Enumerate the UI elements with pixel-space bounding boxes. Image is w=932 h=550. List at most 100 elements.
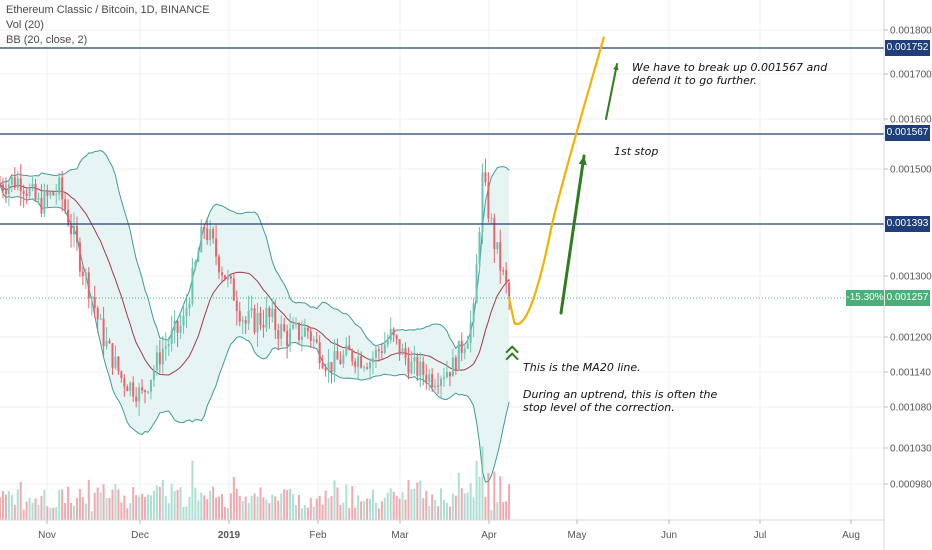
candle-body bbox=[268, 307, 271, 317]
volume-bar bbox=[126, 508, 129, 520]
candle-body bbox=[345, 345, 348, 355]
volume-bar bbox=[490, 509, 493, 520]
candle-body bbox=[303, 327, 306, 337]
annotation-ma20[interactable]: This is the MA20 line. bbox=[523, 361, 641, 374]
volume-bar bbox=[431, 494, 434, 520]
volume-bar bbox=[161, 480, 164, 520]
volume-bar bbox=[475, 460, 478, 520]
legend-symbol[interactable]: Ethereum Classic / Bitcoin, 1D, BINANCE bbox=[6, 4, 210, 16]
volume-bar bbox=[238, 496, 241, 520]
volume-bar bbox=[22, 509, 25, 520]
volume-bar bbox=[223, 506, 226, 520]
candle-body bbox=[466, 342, 469, 349]
candle-body bbox=[212, 229, 215, 239]
volume-bar bbox=[451, 493, 454, 520]
volume-bar bbox=[173, 490, 176, 520]
volume-bar bbox=[374, 502, 377, 520]
candle-body bbox=[138, 387, 141, 402]
volume-bar bbox=[292, 494, 295, 520]
volume-bar bbox=[176, 489, 179, 520]
candle-body bbox=[232, 278, 235, 301]
volume-bar bbox=[336, 487, 339, 520]
legend-volume[interactable]: Vol (20) bbox=[6, 19, 44, 31]
volume-bar bbox=[185, 506, 188, 520]
volume-bar bbox=[13, 504, 16, 520]
candle-body bbox=[262, 325, 265, 328]
candle-body bbox=[4, 190, 7, 195]
candle-body bbox=[469, 322, 472, 343]
candle-body bbox=[454, 357, 457, 371]
candle-body bbox=[10, 177, 13, 185]
annotation-uptrend-line1[interactable]: During an uptrend, this is often the bbox=[523, 388, 718, 401]
volume-bar bbox=[330, 496, 333, 520]
volume-bar bbox=[75, 497, 78, 520]
candle-body bbox=[401, 348, 404, 355]
candle-body bbox=[386, 340, 389, 345]
volume-bar bbox=[312, 506, 315, 520]
annotation-break-line1[interactable]: We have to break up 0.001567 and bbox=[632, 61, 828, 74]
projection-curve bbox=[513, 36, 605, 325]
volume-bar bbox=[70, 502, 73, 520]
candle-body bbox=[327, 362, 330, 371]
volume-bar bbox=[256, 496, 259, 520]
candle-body bbox=[141, 387, 144, 391]
volume-bar bbox=[197, 500, 200, 520]
candle-body bbox=[383, 344, 386, 353]
projection-drawing[interactable] bbox=[505, 36, 619, 361]
volume-bar bbox=[265, 499, 268, 520]
volume-bar bbox=[428, 506, 431, 520]
time-tick-label: Jul bbox=[754, 530, 767, 541]
volume-bar bbox=[52, 507, 55, 520]
candle-body bbox=[342, 354, 345, 365]
candle-body bbox=[102, 318, 105, 347]
candle-body bbox=[428, 374, 431, 383]
volume-bar bbox=[61, 489, 64, 520]
price-tag-0001567: 0.001567 bbox=[885, 125, 930, 141]
volume-bar bbox=[129, 503, 132, 520]
volume-bar bbox=[505, 501, 508, 520]
volume-bar bbox=[114, 484, 117, 520]
candle-body bbox=[43, 190, 46, 214]
candle-body bbox=[481, 172, 484, 233]
volume-bar bbox=[123, 495, 126, 520]
candle-body bbox=[309, 331, 312, 341]
volume-bar bbox=[221, 494, 223, 520]
volume-bar bbox=[271, 494, 274, 520]
horizontal-levels[interactable] bbox=[0, 47, 884, 299]
candle-body bbox=[392, 328, 395, 336]
price-tick-label: 0.001030 bbox=[890, 444, 932, 455]
volume-bar bbox=[90, 511, 93, 520]
candle-body bbox=[49, 192, 52, 196]
candle-body bbox=[398, 339, 401, 355]
candle-body bbox=[87, 272, 90, 299]
candle-body bbox=[164, 346, 167, 349]
volume-bar bbox=[383, 497, 386, 520]
volume-bar bbox=[268, 503, 271, 520]
candle-body bbox=[206, 228, 209, 241]
volume-bar bbox=[135, 495, 138, 520]
volume-bar bbox=[167, 503, 170, 520]
annotation-break-line2[interactable]: defend it to go further. bbox=[632, 74, 757, 87]
candle-body bbox=[241, 320, 244, 322]
candle-body bbox=[170, 330, 173, 345]
volume-bar bbox=[250, 495, 253, 520]
volume-bar bbox=[345, 484, 348, 520]
volume-bar bbox=[111, 489, 114, 520]
candle-body bbox=[200, 226, 203, 253]
candle-body bbox=[407, 357, 410, 374]
volume-bar bbox=[141, 493, 144, 520]
candle-body bbox=[209, 229, 212, 241]
volume-bar bbox=[354, 507, 357, 520]
volume-bar bbox=[203, 495, 206, 520]
legend-bands[interactable]: BB (20, close, 2) bbox=[6, 34, 88, 46]
candle-body bbox=[96, 308, 99, 320]
annotation-first-stop[interactable]: 1st stop bbox=[614, 145, 659, 158]
volume-bar bbox=[7, 491, 10, 520]
arrow-to-first-stop-head bbox=[578, 155, 587, 166]
volume-bar bbox=[440, 488, 443, 520]
candle-body bbox=[324, 367, 327, 371]
volume-bar bbox=[93, 492, 96, 520]
annotation-uptrend-line2[interactable]: stop level of the correction. bbox=[523, 401, 675, 414]
volume-bar bbox=[487, 473, 490, 520]
